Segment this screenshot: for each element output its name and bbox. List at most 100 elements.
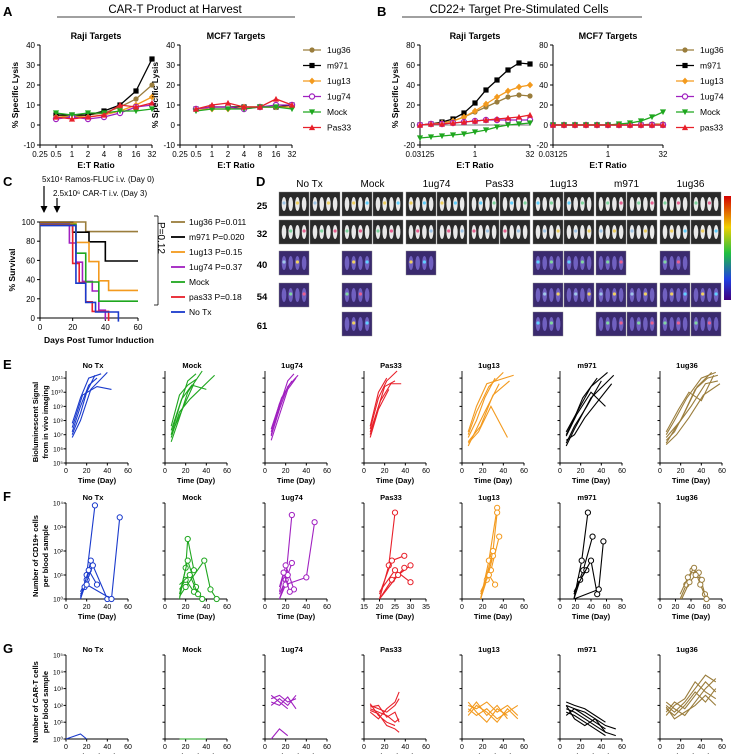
x-tick-label: 32 xyxy=(288,150,297,159)
trajectory-line xyxy=(80,517,121,600)
x-axis-title: Time (Day) xyxy=(672,612,711,621)
trajectory-line xyxy=(369,370,398,430)
data-point-pas33 xyxy=(582,121,590,128)
signal-spot xyxy=(440,201,444,205)
signal-spot xyxy=(302,292,306,296)
x-tick-label: 20 xyxy=(376,604,384,611)
signal-spot xyxy=(549,260,554,264)
data-point-Mock xyxy=(288,106,296,113)
signal-spot xyxy=(670,229,674,233)
mouse-silhouette xyxy=(586,256,592,270)
data-point xyxy=(184,535,191,543)
mouse-silhouette xyxy=(713,317,719,331)
signal-spot xyxy=(676,321,681,325)
mouse-silhouette xyxy=(598,317,604,331)
mouse-silhouette xyxy=(459,197,465,211)
mouse-silhouette xyxy=(535,288,541,302)
x-tick-label: 0 xyxy=(658,744,662,751)
group-title: 1ug36 xyxy=(676,493,698,502)
x-tick-label: 40 xyxy=(401,468,409,475)
data-point xyxy=(491,581,499,588)
x-tick-label: 60 xyxy=(718,744,726,751)
data-point-Mock xyxy=(482,127,490,134)
data-point-pas33 xyxy=(449,119,457,126)
mouse-silhouette xyxy=(281,225,287,239)
signal-spot xyxy=(619,260,623,264)
signal-spot xyxy=(302,229,306,233)
mouse-silhouette xyxy=(555,256,561,270)
signal-spot xyxy=(599,229,603,233)
y-axis-title: % Specific Lysis xyxy=(150,62,160,129)
signal-spot xyxy=(472,229,476,233)
trajectory-line xyxy=(170,379,197,427)
y-tick-label: 10⁵ xyxy=(53,653,63,660)
mouse-silhouette xyxy=(682,197,688,211)
y-tick-label: 80 xyxy=(406,41,415,50)
data-point-Mock xyxy=(471,129,479,136)
x-tick-label: 20 xyxy=(282,744,290,751)
data-point xyxy=(391,567,399,574)
chart-title: Raji Targets xyxy=(450,31,501,41)
y-tick-label: 60 xyxy=(26,256,35,265)
signal-spot xyxy=(352,321,356,325)
y-tick-label: 10⁹ xyxy=(53,404,63,411)
x-axis-title: Time (Day) xyxy=(672,476,711,485)
x-tick-label: 20 xyxy=(381,744,389,751)
x-tick-label: 16 xyxy=(132,150,141,159)
mouse-silhouette xyxy=(453,225,458,239)
trajectory-line xyxy=(170,383,195,435)
data-point xyxy=(401,552,408,559)
signal-spot xyxy=(503,229,507,233)
mouse-silhouette xyxy=(408,225,414,239)
x-tick-label: 40 xyxy=(597,744,605,751)
data-point xyxy=(303,574,310,581)
trajectory-line xyxy=(665,681,717,716)
mouse-silhouette xyxy=(382,225,388,239)
data-point-pas33 xyxy=(471,117,479,124)
mouse-silhouette xyxy=(415,197,421,211)
data-point-Mock xyxy=(515,121,523,128)
signal-spot xyxy=(295,260,299,264)
x-tick-label: 60 xyxy=(223,744,231,751)
data-point-Pas33 xyxy=(272,95,280,102)
mouse-silhouette xyxy=(395,225,401,239)
row-E: E Bioluminescent Signal from in vivo imagi… xyxy=(3,357,726,485)
y-tick-label: 40 xyxy=(539,81,548,90)
y-tick-label: 10 xyxy=(26,101,35,110)
trajectory-line xyxy=(665,374,719,438)
x-tick-label: 0 xyxy=(460,744,464,751)
group-title: Mock xyxy=(182,361,202,370)
data-point xyxy=(391,509,399,516)
x-tick-label: 0 xyxy=(263,744,267,751)
data-point-Mock xyxy=(68,112,76,119)
x-tick-label: 0 xyxy=(460,604,464,611)
x-axis-title: E:T Ratio xyxy=(217,160,254,170)
y-axis-title: % Specific Lysis xyxy=(10,62,20,129)
legend-label: pas33 xyxy=(700,123,723,133)
signal-spot xyxy=(365,321,369,325)
panel-label-B: B xyxy=(377,4,386,19)
data-point-pas33 xyxy=(526,111,534,118)
trajectory-line xyxy=(71,373,102,424)
data-point-m971 xyxy=(461,110,467,116)
y-tick-label: -20 xyxy=(403,141,415,150)
mouse-silhouette xyxy=(326,225,331,239)
group-title: m971 xyxy=(577,361,596,370)
mouse-silhouette xyxy=(566,288,572,302)
legend-marker xyxy=(308,77,316,85)
chart-survival: C 5x10⁴ Ramos-FLUC i.v. (Day 0) 2.5x10⁶ CA… xyxy=(3,174,247,345)
trajectory-line xyxy=(369,709,400,733)
column-header: Mock xyxy=(361,179,386,190)
y-tick-label: 40 xyxy=(26,41,35,50)
data-point-m971 xyxy=(505,67,511,73)
legend-label: pas33 P=0.18 xyxy=(189,292,242,302)
panel-title-B: CD22+ Target Pre-Stimulated Cells xyxy=(429,4,608,16)
x-tick-label: 0 xyxy=(362,744,366,751)
data-point-1ug13 xyxy=(504,87,512,95)
annotation: 2.5x10⁶ CAR-T i.v. (Day 3) xyxy=(53,189,147,198)
x-tick-label: 0 xyxy=(163,468,167,475)
y-tick-label: 40 xyxy=(166,41,175,50)
trajectory-line xyxy=(369,389,390,438)
x-axis-title: Time (Day) xyxy=(78,476,117,485)
